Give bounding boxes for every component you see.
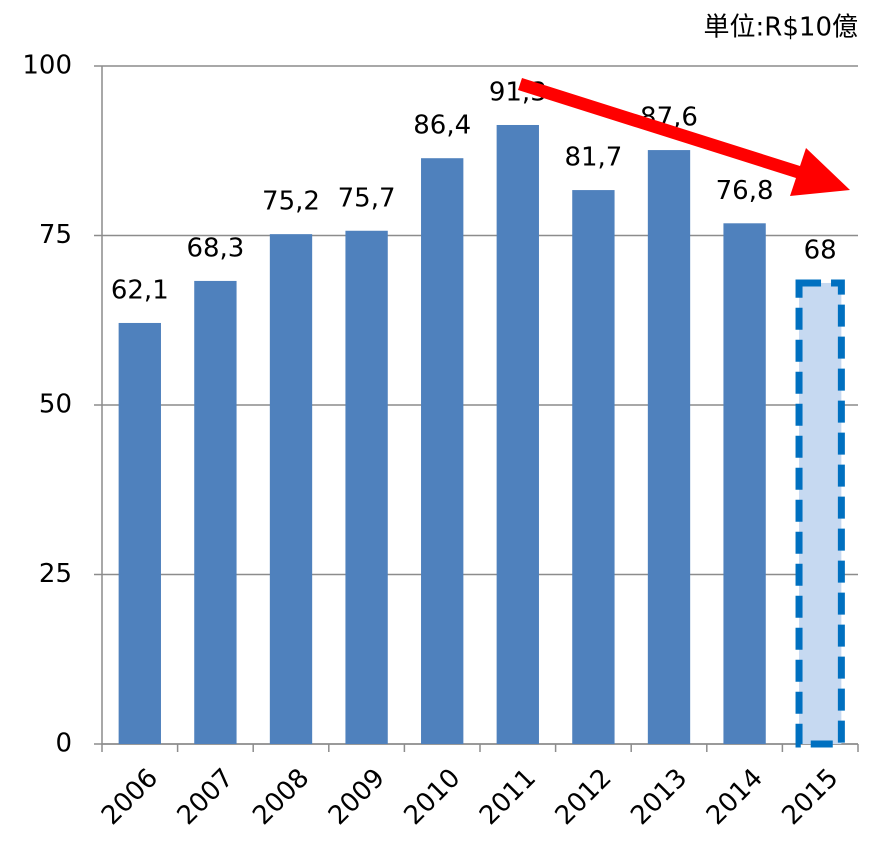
value-label: 62,1 [111,275,169,305]
x-tick-label: 2011 [474,763,542,831]
value-label: 68,3 [186,233,244,263]
value-label: 81,7 [564,143,622,173]
unit-annotation: 単位:R$10億 [704,13,858,43]
trend-arrow [518,78,850,196]
x-tick-label: 2009 [323,763,391,831]
x-tick-label: 2013 [625,763,693,831]
bar [795,279,845,748]
x-tick-label: 2007 [172,763,240,831]
value-label: 76,8 [716,176,774,206]
value-label: 75,2 [262,187,320,217]
x-tick-label: 2012 [550,763,618,831]
bar [194,280,237,744]
bar [269,234,313,745]
x-tick-label: 2015 [776,763,844,831]
x-tick-label: 2006 [96,763,164,831]
bar [345,230,388,744]
value-label: 68 [804,235,837,265]
value-label: 86,4 [413,111,471,141]
y-tick-label: 0 [55,729,72,759]
bar [723,223,766,744]
bar [421,158,464,744]
bar [647,150,691,744]
bar [572,190,615,745]
bar [118,322,161,744]
x-tick-label: 2014 [701,763,769,831]
bar [496,124,539,744]
x-tick-label: 2008 [247,763,315,831]
y-tick-label: 50 [39,390,72,420]
y-tick-label: 75 [39,220,72,250]
y-tick-label: 25 [39,559,72,589]
value-label: 75,7 [338,183,396,213]
x-tick-label: 2010 [398,763,466,831]
y-tick-label: 100 [22,51,72,81]
